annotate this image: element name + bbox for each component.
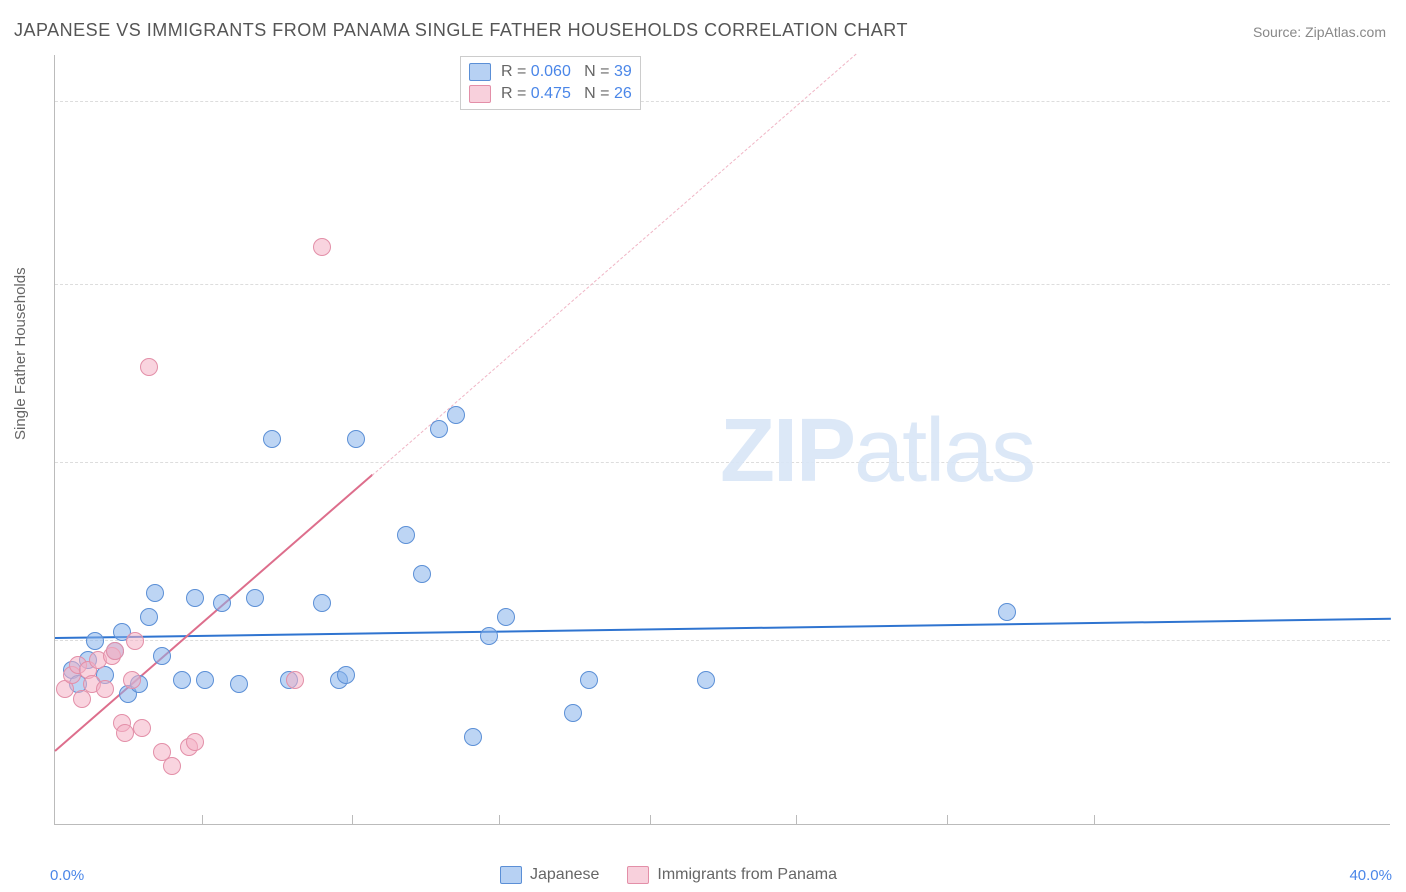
- legend-stats: R = 0.060 N = 39: [501, 63, 632, 81]
- data-point: [464, 728, 482, 746]
- x-tick: [796, 815, 797, 825]
- legend-label: Japanese: [530, 866, 599, 884]
- legend-swatch: [469, 63, 491, 81]
- gridline: [55, 462, 1390, 463]
- y-axis-label: Single Father Households: [12, 267, 29, 440]
- gridline: [55, 640, 1390, 641]
- legend-row: R = 0.475 N = 26: [469, 83, 632, 105]
- x-tick: [499, 815, 500, 825]
- data-point: [106, 642, 124, 660]
- x-tick: [202, 815, 203, 825]
- data-point: [286, 671, 304, 689]
- data-point: [133, 719, 151, 737]
- x-axis-origin-label: 0.0%: [50, 867, 84, 884]
- data-point: [186, 589, 204, 607]
- trend-line: [55, 617, 1391, 638]
- legend-swatch: [500, 866, 522, 884]
- data-point: [146, 584, 164, 602]
- data-point: [123, 671, 141, 689]
- gridline: [55, 284, 1390, 285]
- data-point: [480, 627, 498, 645]
- legend-item: Japanese: [500, 866, 599, 884]
- data-point: [998, 603, 1016, 621]
- data-point: [564, 704, 582, 722]
- data-point: [313, 238, 331, 256]
- data-point: [337, 666, 355, 684]
- data-point: [173, 671, 191, 689]
- data-point: [86, 632, 104, 650]
- data-point: [347, 430, 365, 448]
- series-legend: Japanese Immigrants from Panama: [500, 866, 837, 884]
- gridline: [55, 101, 1390, 102]
- data-point: [140, 358, 158, 376]
- x-tick: [1094, 815, 1095, 825]
- data-point: [126, 632, 144, 650]
- data-point: [213, 594, 231, 612]
- legend-label: Immigrants from Panama: [657, 866, 837, 884]
- x-tick: [352, 815, 353, 825]
- data-point: [397, 526, 415, 544]
- data-point: [497, 608, 515, 626]
- data-point: [263, 430, 281, 448]
- legend-item: Immigrants from Panama: [627, 866, 837, 884]
- data-point: [230, 675, 248, 693]
- legend-swatch: [469, 85, 491, 103]
- correlation-legend: R = 0.060 N = 39 R = 0.475 N = 26: [460, 56, 641, 110]
- data-point: [186, 733, 204, 751]
- data-point: [447, 406, 465, 424]
- legend-stats: R = 0.475 N = 26: [501, 85, 632, 103]
- data-point: [153, 647, 171, 665]
- data-point: [116, 724, 134, 742]
- legend-row: R = 0.060 N = 39: [469, 61, 632, 83]
- legend-swatch: [627, 866, 649, 884]
- data-point: [313, 594, 331, 612]
- x-tick: [947, 815, 948, 825]
- trend-line: [54, 474, 373, 752]
- x-tick: [650, 815, 651, 825]
- data-point: [246, 589, 264, 607]
- data-point: [163, 757, 181, 775]
- data-point: [196, 671, 214, 689]
- trend-line: [372, 53, 857, 475]
- chart-title: JAPANESE VS IMMIGRANTS FROM PANAMA SINGL…: [14, 20, 908, 41]
- x-axis-max-label: 40.0%: [1349, 867, 1392, 884]
- data-point: [140, 608, 158, 626]
- plot-area: 3.8%7.5%11.2%15.0%: [54, 55, 1390, 825]
- data-point: [96, 680, 114, 698]
- data-point: [413, 565, 431, 583]
- data-point: [430, 420, 448, 438]
- data-point: [580, 671, 598, 689]
- data-point: [697, 671, 715, 689]
- source-attribution: Source: ZipAtlas.com: [1253, 24, 1386, 40]
